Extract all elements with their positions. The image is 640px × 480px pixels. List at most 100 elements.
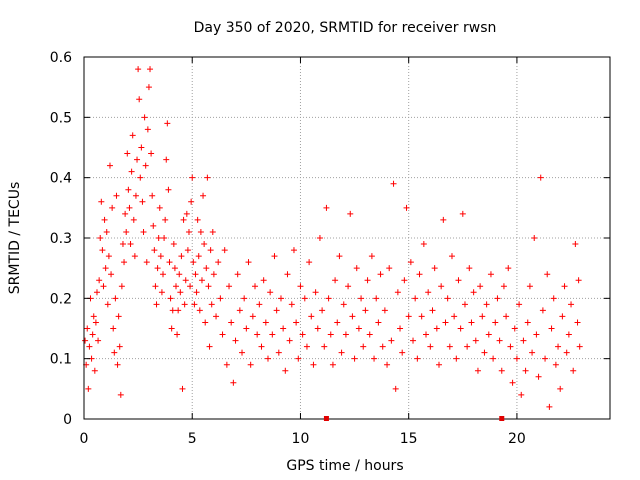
data-point bbox=[256, 301, 263, 308]
data-point bbox=[416, 271, 423, 278]
data-point bbox=[364, 277, 371, 284]
data-point bbox=[141, 114, 148, 121]
data-point bbox=[498, 367, 505, 374]
data-point bbox=[399, 349, 406, 356]
data-point bbox=[303, 343, 310, 350]
data-point bbox=[446, 343, 453, 350]
data-point bbox=[420, 241, 427, 248]
data-point bbox=[121, 259, 128, 266]
data-point bbox=[219, 331, 226, 338]
data-point bbox=[236, 307, 243, 314]
data-point bbox=[215, 259, 222, 266]
data-point bbox=[209, 228, 216, 235]
data-point bbox=[145, 84, 152, 91]
data-point bbox=[470, 289, 477, 296]
data-point bbox=[171, 265, 178, 272]
data-point bbox=[122, 210, 129, 217]
data-point bbox=[154, 265, 161, 272]
data-point bbox=[464, 343, 471, 350]
data-point bbox=[151, 247, 158, 254]
x-axis-label: GPS time / hours bbox=[286, 458, 403, 474]
data-point bbox=[139, 198, 146, 205]
data-point bbox=[205, 283, 212, 290]
data-point bbox=[230, 379, 237, 386]
data-point bbox=[180, 216, 187, 223]
data-points bbox=[82, 66, 583, 410]
data-point bbox=[131, 253, 138, 260]
data-point bbox=[275, 349, 282, 356]
data-point bbox=[142, 162, 149, 169]
data-point bbox=[245, 259, 252, 266]
data-point bbox=[334, 319, 341, 326]
data-point bbox=[423, 331, 430, 338]
data-point bbox=[310, 361, 317, 368]
data-point bbox=[130, 216, 137, 223]
data-point bbox=[288, 301, 295, 308]
y-tick-label: 0.3 bbox=[50, 231, 72, 247]
data-point bbox=[342, 331, 349, 338]
data-point bbox=[213, 313, 220, 320]
data-point bbox=[455, 277, 462, 284]
data-point bbox=[375, 319, 382, 326]
data-point bbox=[158, 289, 165, 296]
data-point bbox=[210, 271, 217, 278]
data-point bbox=[535, 373, 542, 380]
data-point bbox=[362, 307, 369, 314]
data-point bbox=[89, 331, 96, 338]
data-point bbox=[347, 210, 354, 217]
data-point bbox=[96, 277, 103, 284]
axis-markers bbox=[323, 416, 505, 421]
data-point bbox=[366, 331, 373, 338]
data-point bbox=[516, 301, 523, 308]
data-point bbox=[444, 295, 451, 302]
data-point bbox=[570, 367, 577, 374]
data-point bbox=[295, 355, 302, 362]
data-point bbox=[232, 337, 239, 344]
data-point bbox=[192, 271, 199, 278]
data-point bbox=[132, 192, 139, 199]
data-point bbox=[329, 361, 336, 368]
data-point bbox=[252, 283, 259, 290]
data-point bbox=[509, 379, 516, 386]
data-point bbox=[207, 247, 214, 254]
data-point bbox=[157, 253, 164, 260]
data-point bbox=[316, 235, 323, 241]
data-point bbox=[349, 313, 356, 320]
data-point bbox=[102, 265, 109, 272]
data-point bbox=[572, 241, 579, 248]
data-point bbox=[182, 277, 189, 284]
data-point bbox=[524, 319, 531, 326]
data-point bbox=[108, 271, 115, 278]
data-point bbox=[262, 319, 269, 326]
x-tick-label: 20 bbox=[508, 431, 526, 447]
data-point bbox=[208, 301, 215, 308]
data-point bbox=[109, 204, 116, 211]
data-point bbox=[155, 235, 162, 241]
data-point bbox=[576, 343, 583, 350]
data-point bbox=[184, 247, 191, 254]
data-point bbox=[144, 126, 151, 133]
data-point bbox=[457, 325, 464, 332]
data-point bbox=[179, 385, 186, 392]
y-tick-label: 0.6 bbox=[50, 50, 72, 66]
data-point bbox=[99, 247, 106, 254]
data-point bbox=[418, 313, 425, 320]
data-point bbox=[187, 283, 194, 290]
data-point bbox=[195, 253, 202, 260]
data-point bbox=[325, 295, 332, 302]
data-point bbox=[273, 307, 280, 314]
data-point bbox=[293, 319, 300, 326]
data-point bbox=[119, 241, 126, 248]
data-point bbox=[401, 277, 408, 284]
data-point bbox=[203, 265, 210, 272]
data-point bbox=[505, 265, 512, 272]
data-point bbox=[82, 337, 89, 344]
data-point bbox=[507, 343, 514, 350]
data-point bbox=[358, 295, 365, 302]
data-point bbox=[136, 96, 143, 103]
data-point bbox=[555, 343, 562, 350]
data-point bbox=[386, 265, 393, 272]
data-point bbox=[85, 385, 92, 392]
data-point bbox=[249, 313, 256, 320]
